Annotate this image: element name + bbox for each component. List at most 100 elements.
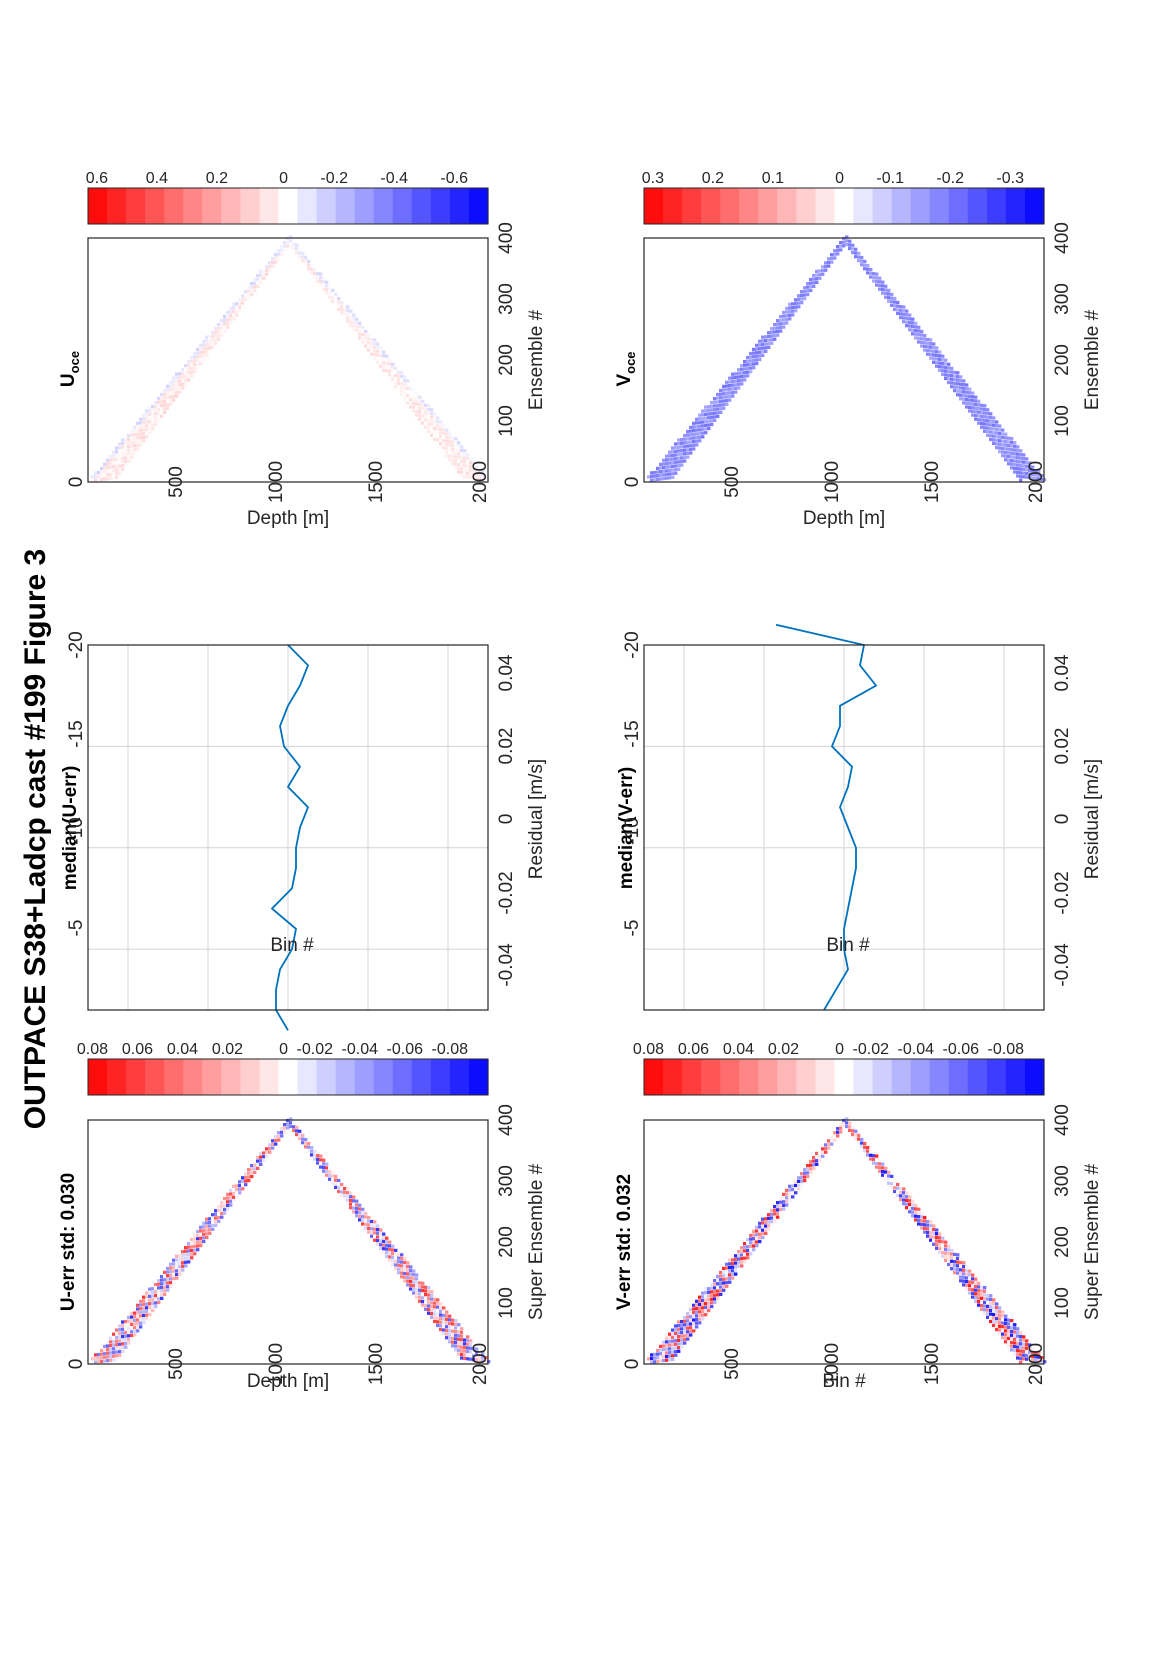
- heatmap-cell: [980, 418, 984, 422]
- heatmap-cell: [283, 1130, 287, 1134]
- heatmap-cell: [698, 424, 702, 428]
- heatmap-cell: [346, 312, 350, 316]
- heatmap-cell: [436, 423, 440, 427]
- heatmap-cell: [436, 1323, 440, 1328]
- heatmap-cell: [1004, 439, 1008, 444]
- heatmap-cell: [947, 366, 951, 370]
- heatmap-cell: [716, 396, 720, 400]
- heatmap-cell: [1007, 440, 1011, 444]
- heatmap-cell: [226, 1207, 230, 1211]
- heatmap-cell: [424, 418, 428, 422]
- heatmap-cell: [1004, 1325, 1008, 1329]
- heatmap-cell: [415, 1284, 419, 1288]
- heatmap-cell: [418, 1281, 422, 1285]
- heatmap-cell: [139, 1303, 143, 1307]
- heatmap-cell: [148, 409, 152, 413]
- heatmap-cell: [376, 360, 380, 364]
- heatmap-cell: [112, 1347, 116, 1351]
- heatmap-cell: [788, 313, 792, 317]
- heatmap-cell: [169, 387, 173, 392]
- heatmap-cell: [121, 1327, 125, 1331]
- heatmap-cell: [692, 1318, 696, 1322]
- heatmap-cell: [427, 1286, 431, 1290]
- heatmap-cell: [896, 300, 900, 305]
- u-err-axes-box: [87, 1119, 489, 1365]
- heatmap-cell: [424, 410, 428, 415]
- heatmap-cell: [734, 1272, 738, 1276]
- heatmap-cell: [223, 318, 227, 322]
- heatmap-cell: [941, 354, 945, 358]
- heatmap-cell: [205, 346, 209, 350]
- heatmap-cell: [1010, 1348, 1014, 1352]
- heatmap-cell: [352, 320, 356, 325]
- heatmap-cell: [433, 426, 437, 431]
- heatmap-cell: [974, 406, 978, 410]
- heatmap-cell: [310, 1149, 314, 1153]
- heatmap-cell: [187, 1249, 191, 1253]
- heatmap-cell: [1037, 1359, 1041, 1363]
- heatmap-cell: [989, 1312, 993, 1316]
- heatmap-cell: [947, 380, 951, 385]
- heatmap-cell: [704, 1302, 708, 1306]
- colorbar-swatch: [316, 1059, 337, 1095]
- heatmap-cell: [1019, 1349, 1023, 1353]
- heatmap-cell: [758, 1221, 762, 1225]
- heatmap-cell: [382, 368, 386, 372]
- heatmap-cell: [460, 1352, 464, 1356]
- heatmap-cell: [1031, 1347, 1035, 1351]
- heatmap-cell: [935, 361, 939, 365]
- heatmap-cell: [181, 375, 185, 379]
- heatmap-cell: [181, 368, 185, 372]
- heatmap-cell: [749, 362, 753, 366]
- heatmap-cell: [103, 1355, 107, 1359]
- colorbar-swatch: [739, 1059, 759, 1095]
- heatmap-cell: [947, 1252, 951, 1256]
- heatmap-cell: [797, 1176, 801, 1180]
- heatmap-cell: [926, 1230, 930, 1235]
- heatmap-cell: [241, 1179, 245, 1183]
- heatmap-cell: [433, 1301, 437, 1305]
- heatmap-cell: [142, 424, 146, 428]
- heatmap-cell: [869, 275, 873, 279]
- heatmap-cell: [1022, 475, 1026, 479]
- heatmap-cell: [268, 268, 272, 272]
- heatmap-cell: [382, 350, 386, 354]
- heatmap-cell: [142, 1313, 146, 1318]
- heatmap-cell: [698, 1321, 702, 1325]
- heatmap-cell: [968, 391, 972, 395]
- colorbar-tick-label: 0.04: [167, 1041, 198, 1058]
- heatmap-cell: [680, 456, 684, 460]
- heatmap-cell: [418, 1288, 422, 1292]
- heatmap-cell: [836, 1127, 840, 1131]
- heatmap-cell: [397, 385, 401, 389]
- v-err-xtick: 400: [1052, 1104, 1073, 1136]
- heatmap-cell: [340, 311, 344, 316]
- heatmap-cell: [424, 1285, 428, 1289]
- heatmap-cell: [935, 1235, 939, 1239]
- v-err-yticks: 0 500 1000 1500 2000: [622, 1343, 1047, 1385]
- heatmap-cell: [995, 1324, 999, 1328]
- heatmap-cell: [875, 272, 879, 276]
- heatmap-cell: [842, 1126, 846, 1130]
- heatmap-cell: [148, 1309, 152, 1313]
- heatmap-cell: [391, 366, 395, 370]
- heatmap-cell: [313, 1153, 317, 1157]
- heatmap-cell: [253, 1170, 257, 1175]
- heatmap-cell: [1001, 1336, 1005, 1340]
- v-err-xlabel: Super Ensemble #: [1082, 1163, 1103, 1320]
- colorbar-tick-label: -0.02: [853, 1041, 890, 1058]
- heatmap-cell: [469, 464, 473, 468]
- heatmap-cell: [400, 1271, 404, 1275]
- heatmap-cell: [163, 1278, 167, 1282]
- heatmap-cell: [172, 387, 176, 391]
- heatmap-cell: [181, 371, 185, 375]
- heatmap-cell: [298, 255, 302, 259]
- heatmap-cell: [752, 358, 756, 362]
- heatmap-cell: [890, 1178, 894, 1182]
- heatmap-cell: [1007, 451, 1011, 455]
- colorbar-swatch: [297, 188, 318, 224]
- heatmap-cell: [944, 1255, 948, 1259]
- heatmap-cell: [893, 1189, 897, 1194]
- heatmap-cell: [719, 392, 723, 396]
- heatmap-cell: [466, 1357, 470, 1361]
